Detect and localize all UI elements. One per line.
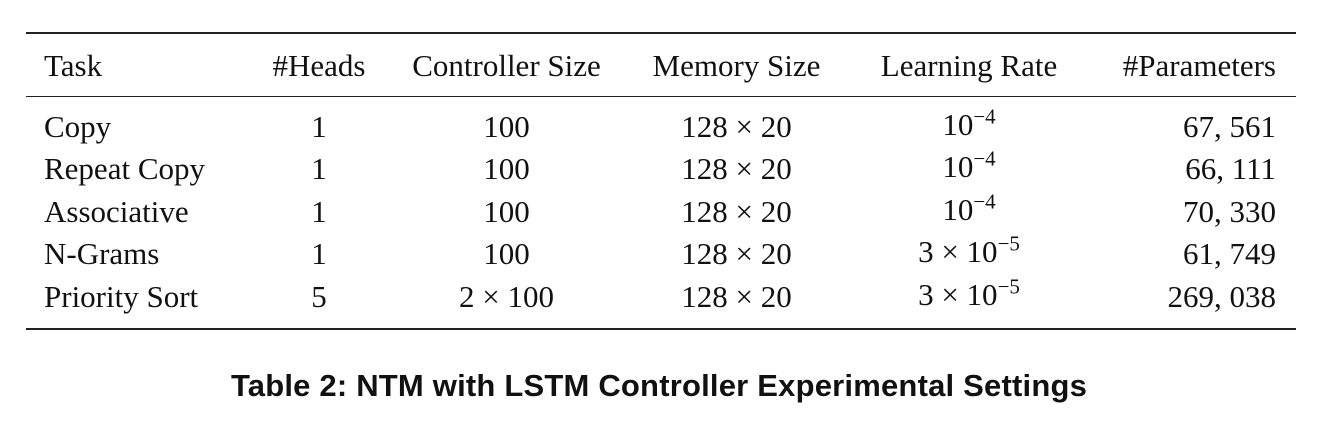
cell-parameters: 61, 749 bbox=[1183, 236, 1276, 272]
header-parameters: #Parameters bbox=[1122, 47, 1276, 83]
lr-base: 10 bbox=[942, 149, 974, 185]
lr-base: 10 bbox=[942, 106, 974, 142]
table-row: Copy 1 100 128 × 20 10−4 67, 561 bbox=[26, 105, 1296, 148]
lr-exponent: −4 bbox=[973, 189, 996, 214]
cell-heads: 1 bbox=[311, 108, 327, 144]
cell-task: Associative bbox=[44, 193, 189, 229]
lr-base: 10 bbox=[942, 191, 974, 227]
table-row: Repeat Copy 1 100 128 × 20 10−4 66, 111 bbox=[26, 148, 1296, 191]
cell-parameters: 67, 561 bbox=[1183, 108, 1276, 144]
cell-controller-size: 100 bbox=[483, 108, 530, 144]
lr-exponent: −5 bbox=[997, 231, 1020, 256]
table-body: Copy 1 100 128 × 20 10−4 67, 561 Repeat … bbox=[26, 97, 1296, 328]
cell-heads: 1 bbox=[311, 236, 327, 272]
cell-memory-size: 128 × 20 bbox=[681, 236, 792, 272]
cell-learning-rate: 3 × 10−5 bbox=[844, 276, 1094, 312]
cell-controller-size: 100 bbox=[483, 151, 530, 187]
header-task: Task bbox=[44, 47, 103, 83]
cell-task: N-Grams bbox=[44, 236, 160, 272]
cell-task: Copy bbox=[44, 108, 112, 144]
lr-exponent: −4 bbox=[973, 146, 996, 171]
cell-learning-rate: 3 × 10−5 bbox=[844, 233, 1094, 270]
cell-task: Repeat Copy bbox=[44, 151, 205, 187]
table-row: Priority Sort 5 2 × 100 128 × 20 3 × 10−… bbox=[26, 275, 1296, 318]
settings-table: Task #Heads Controller Size Memory Size … bbox=[26, 32, 1296, 330]
cell-task: Priority Sort bbox=[44, 278, 199, 314]
table-caption: Table 2: NTM with LSTM Controller Experi… bbox=[230, 368, 1088, 403]
cell-parameters: 66, 111 bbox=[1185, 151, 1276, 187]
header-controller-size: Controller Size bbox=[412, 47, 601, 83]
lr-exponent: −4 bbox=[973, 104, 996, 129]
cell-memory-size: 128 × 20 bbox=[681, 108, 792, 144]
cell-memory-size: 128 × 20 bbox=[681, 193, 792, 229]
lr-exponent: −5 bbox=[997, 274, 1020, 299]
cell-memory-size: 128 × 20 bbox=[681, 151, 792, 187]
cell-parameters: 269, 038 bbox=[1167, 278, 1277, 314]
cell-heads: 1 bbox=[311, 151, 327, 187]
cell-learning-rate: 10−4 bbox=[844, 191, 1094, 227]
lr-base: 3 × 10 bbox=[918, 276, 998, 312]
lr-base: 3 × 10 bbox=[918, 234, 998, 270]
cell-heads: 5 bbox=[311, 278, 327, 314]
table-header-row: Task #Heads Controller Size Memory Size … bbox=[26, 34, 1296, 96]
cell-memory-size: 128 × 20 bbox=[681, 278, 792, 314]
cell-learning-rate: 10−4 bbox=[844, 106, 1094, 142]
table-mid-rule bbox=[26, 96, 1296, 97]
cell-parameters: 70, 330 bbox=[1183, 193, 1276, 229]
cell-controller-size: 100 bbox=[483, 236, 530, 272]
header-heads: #Heads bbox=[272, 47, 366, 83]
cell-learning-rate: 10−4 bbox=[844, 148, 1094, 185]
table-bottom-rule bbox=[26, 327, 1296, 330]
cell-controller-size: 2 × 100 bbox=[459, 278, 554, 314]
cell-heads: 1 bbox=[311, 193, 327, 229]
header-learning-rate: Learning Rate bbox=[880, 47, 1058, 83]
header-memory-size: Memory Size bbox=[652, 47, 821, 83]
cell-controller-size: 100 bbox=[483, 193, 530, 229]
table-row: N-Grams 1 100 128 × 20 3 × 10−5 61, 749 bbox=[26, 233, 1296, 276]
table-row: Associative 1 100 128 × 20 10−4 70, 330 bbox=[26, 190, 1296, 233]
table-top-rule bbox=[26, 32, 1296, 34]
